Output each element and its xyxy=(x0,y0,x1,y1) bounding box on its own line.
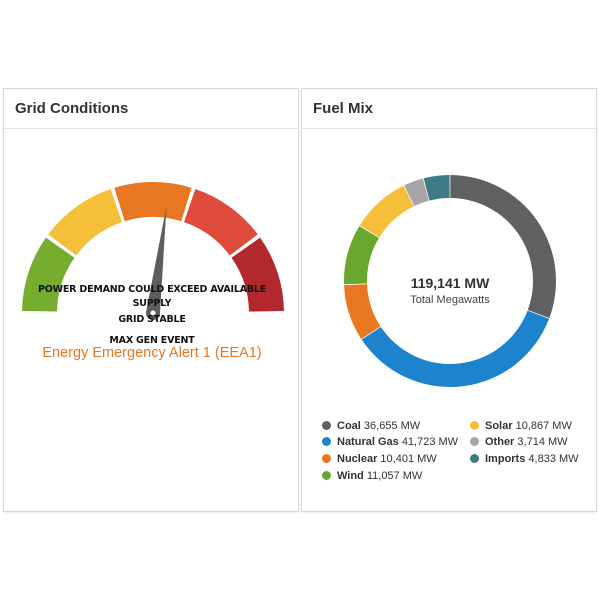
gauge-label-grid-stable: GRID STABLE xyxy=(118,314,186,325)
gauge-label-supply: SUPPLY xyxy=(132,298,172,309)
legend-dot-coal xyxy=(322,421,331,430)
legend-dot-nuclear xyxy=(322,454,331,463)
legend-item-nuclear: Nuclear 10,401 MW xyxy=(322,452,437,466)
donut-slice-solar[interactable] xyxy=(359,185,414,238)
legend-item-natural-gas: Natural Gas 41,723 MW xyxy=(322,435,458,449)
donut-slice-nuclear[interactable] xyxy=(344,284,381,339)
total-megawatts-label: Total Megawatts xyxy=(410,294,490,306)
grid-conditions-title: Grid Conditions xyxy=(4,89,298,129)
fuel-mix-title: Fuel Mix xyxy=(302,89,596,129)
gauge-segment-yellow xyxy=(48,189,122,256)
gauge-label-max-gen-event: MAX GEN EVENT xyxy=(109,335,195,346)
legend-dot-solar xyxy=(470,421,479,430)
legend-item-wind: Wind 11,057 MW xyxy=(322,469,422,483)
total-megawatts-value: 119,141 MW xyxy=(410,275,490,291)
gauge-segment-dark-red xyxy=(231,237,284,312)
gauge-segment-red xyxy=(184,189,258,256)
donut-slice-other[interactable] xyxy=(404,178,429,207)
legend-item-imports: Imports 4,833 MW xyxy=(470,452,579,466)
gauge-needle-pin xyxy=(150,310,156,316)
legend-item-solar: Solar 10,867 MW xyxy=(470,419,572,433)
donut-slice-wind[interactable] xyxy=(344,226,379,285)
gauge-needle xyxy=(146,205,167,314)
legend-dot-other xyxy=(470,437,479,446)
legend-dot-imports xyxy=(470,454,479,463)
grid-gauge xyxy=(22,182,284,320)
gauge-segment-orange xyxy=(114,182,192,222)
gauge-segment-green xyxy=(22,237,75,312)
fuel-mix-donut xyxy=(344,175,556,387)
legend-dot-wind xyxy=(322,471,331,480)
fuel-mix-panel: Fuel Mix 119,141 MW Total Megawatts Coal… xyxy=(301,88,597,512)
donut-slice-imports[interactable] xyxy=(423,175,450,201)
donut-slice-coal[interactable] xyxy=(450,175,556,318)
legend-item-coal: Coal 36,655 MW xyxy=(322,419,420,433)
grid-conditions-panel: Grid Conditions POWER DEMAND COULD EXCEE… xyxy=(3,88,299,512)
donut-slice-natural-gas[interactable] xyxy=(361,310,550,387)
gauge-label-demand-exceed: POWER DEMAND COULD EXCEED AVAILABLE xyxy=(37,284,267,295)
legend-dot-natural-gas xyxy=(322,437,331,446)
legend-item-other: Other 3,714 MW xyxy=(470,435,568,449)
grid-status-text: Energy Emergency Alert 1 (EEA1) xyxy=(42,345,262,361)
